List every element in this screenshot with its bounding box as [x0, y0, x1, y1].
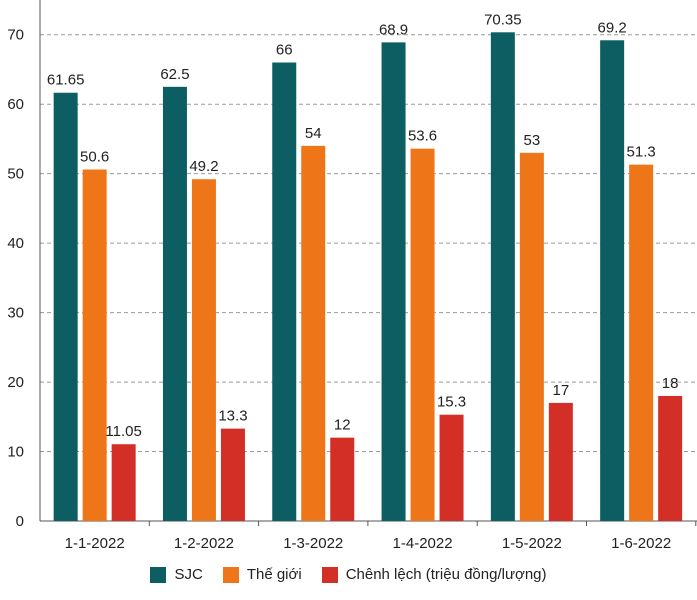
y-tick-label: 0: [16, 513, 24, 530]
y-tick-label: 40: [7, 235, 24, 252]
data-label-1-2: 54: [305, 125, 322, 142]
bar-0-0: [53, 92, 78, 521]
legend-label-the-gioi: Thế giới: [246, 566, 302, 583]
bar-2-3: [439, 414, 464, 521]
legend-swatch-chenh-lech: [321, 566, 338, 583]
data-label-2-2: 12: [334, 417, 351, 434]
bar-2-2: [330, 437, 355, 521]
legend-item-chenh-lech: Chênh lệch (triệu đồng/lượng): [321, 566, 547, 583]
x-tick-label: 1-5-2022: [502, 535, 562, 552]
data-label-0-0: 61.65: [47, 72, 85, 89]
x-tick-label: 1-6-2022: [611, 535, 671, 552]
bar-1-4: [519, 152, 544, 521]
data-label-1-1: 49.2: [189, 158, 218, 175]
legend-swatch-sjc: [150, 566, 167, 583]
bar-0-1: [162, 86, 187, 521]
data-label-2-5: 18: [662, 375, 679, 392]
bars: [53, 32, 683, 522]
x-tick-label: 1-3-2022: [283, 535, 343, 552]
gridlines: [40, 34, 697, 453]
y-tick-label: 70: [7, 27, 24, 44]
bar-2-0: [111, 444, 136, 521]
bar-chart: 0 10 20 30 40 50 60 70 1-1-2022 1-2-2022 1-3-2022 1…: [7, 0, 697, 552]
data-label-0-5: 69.2: [598, 19, 627, 36]
y-tick-label: 20: [7, 374, 24, 391]
data-labels: 61.65 50.6 11.05 62.5 49.2 13.3 66 54 12 68.9 53.6…: [47, 11, 679, 440]
bar-1-0: [82, 169, 107, 522]
data-label-0-3: 68.9: [379, 21, 408, 38]
legend-label-sjc: SJC: [174, 566, 203, 583]
legend: SJC Thế giới Chênh lệch (triệu đồng/lượn…: [0, 566, 697, 583]
data-label-2-3: 15.3: [437, 394, 466, 411]
legend-item-the-gioi: Thế giới: [222, 566, 302, 583]
bar-1-3: [410, 148, 435, 521]
legend-label-chenh-lech: Chênh lệch (triệu đồng/lượng): [345, 566, 547, 583]
x-tick-label: 1-2-2022: [174, 535, 234, 552]
bar-0-2: [272, 62, 297, 522]
data-label-1-4: 53: [524, 132, 541, 149]
data-label-2-4: 17: [553, 382, 570, 399]
y-tick-label: 30: [7, 305, 24, 322]
data-label-1-5: 51.3: [627, 144, 656, 161]
x-tick-label: 1-4-2022: [393, 535, 453, 552]
x-tick-label: 1-1-2022: [65, 535, 125, 552]
bar-2-1: [220, 428, 245, 521]
bar-0-5: [600, 40, 625, 521]
data-label-0-4: 70.35: [484, 11, 522, 28]
bar-2-4: [548, 402, 573, 521]
y-tick-label: 10: [7, 444, 24, 461]
data-label-2-1: 13.3: [218, 408, 247, 425]
bar-1-1: [191, 179, 216, 521]
bar-1-2: [301, 145, 326, 521]
y-tick-label: 60: [7, 96, 24, 113]
legend-item-sjc: SJC: [150, 566, 203, 583]
data-label-1-3: 53.6: [408, 128, 437, 145]
bar-0-4: [490, 32, 515, 521]
bar-2-5: [658, 395, 683, 521]
y-tick-label: 50: [7, 166, 24, 183]
bar-1-5: [629, 164, 654, 522]
data-label-0-2: 66: [276, 42, 293, 59]
bar-0-3: [381, 42, 406, 522]
axes: 0 10 20 30 40 50 60 70 1-1-2022 1-2-2022 1-3-2022 1…: [7, 0, 697, 552]
data-label-0-1: 62.5: [160, 66, 189, 83]
legend-swatch-the-gioi: [222, 566, 239, 583]
data-label-1-0: 50.6: [80, 148, 109, 165]
data-label-2-0: 11.05: [105, 423, 141, 440]
